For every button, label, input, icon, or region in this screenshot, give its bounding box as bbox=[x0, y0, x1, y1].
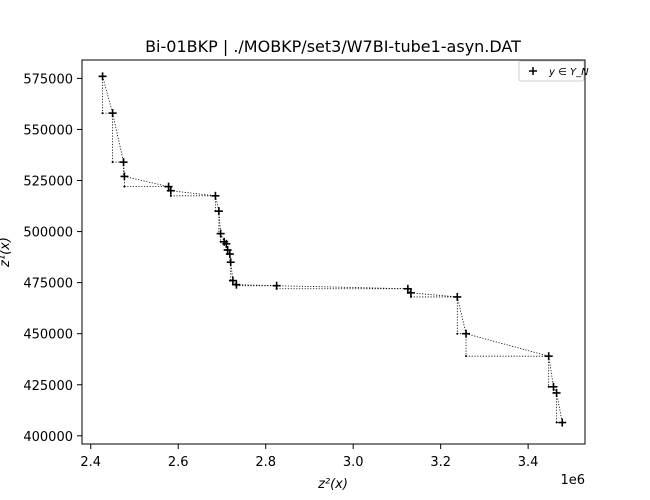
legend-box bbox=[518, 60, 585, 82]
data-point bbox=[558, 418, 567, 427]
plot-area-frame bbox=[81, 59, 586, 445]
y-axis-ticks: 400000 425000 450000 475000 500000 525000 5500… bbox=[23, 72, 82, 445]
connector-corner-dot bbox=[123, 185, 126, 188]
connector-diagonal bbox=[170, 190, 216, 197]
x-tick-label: 3.4 bbox=[518, 455, 539, 470]
connector-lines bbox=[101, 76, 563, 424]
y-tick-label: 525000 bbox=[23, 175, 73, 190]
y-tick-label: 425000 bbox=[23, 379, 73, 394]
data-point bbox=[544, 352, 553, 361]
connector-diagonal bbox=[548, 356, 554, 387]
connector-diagonal bbox=[236, 284, 277, 287]
x-tick-label: 2.8 bbox=[255, 455, 276, 470]
data-point bbox=[119, 158, 128, 167]
connector-corner-dot bbox=[101, 112, 104, 115]
data-point bbox=[214, 207, 223, 216]
data-point bbox=[272, 281, 281, 290]
connector-corner-dot bbox=[111, 161, 114, 164]
legend-marker-plus-icon bbox=[529, 67, 537, 75]
data-point bbox=[164, 182, 173, 191]
data-point bbox=[226, 258, 235, 267]
connector-diagonal bbox=[556, 392, 563, 423]
y-tick-label: 500000 bbox=[23, 226, 73, 241]
data-point bbox=[228, 276, 237, 285]
data-point bbox=[222, 239, 231, 248]
data-point bbox=[223, 245, 232, 254]
data-point bbox=[406, 288, 415, 297]
data-point bbox=[232, 280, 241, 289]
legend-label: y ∈ Y_N bbox=[548, 67, 589, 78]
connector-diagonal bbox=[410, 292, 458, 298]
connector-diagonal bbox=[276, 285, 408, 290]
x-tick-label: 2.4 bbox=[80, 455, 101, 470]
data-point bbox=[108, 109, 117, 118]
y-tick-label: 475000 bbox=[23, 277, 73, 292]
data-point bbox=[211, 191, 220, 200]
connector-diagonal bbox=[102, 76, 114, 114]
connector-corner-dot bbox=[555, 421, 558, 424]
x-tick-label: 2.6 bbox=[168, 455, 189, 470]
data-point bbox=[453, 292, 462, 301]
x-tick-label: 3.0 bbox=[343, 455, 364, 470]
x-axis-label: z²(x) bbox=[317, 477, 348, 492]
data-point bbox=[552, 388, 561, 397]
y-tick-label: 400000 bbox=[23, 430, 73, 445]
data-markers bbox=[98, 72, 567, 427]
connector-diagonal bbox=[465, 333, 549, 357]
data-point bbox=[216, 229, 225, 238]
data-point bbox=[549, 382, 558, 391]
x-axis-multiplier: 1e6 bbox=[560, 473, 585, 488]
connector-corner-dot bbox=[465, 355, 468, 358]
connector-corner-dot bbox=[169, 194, 172, 197]
data-point bbox=[403, 284, 412, 293]
y-tick-label: 575000 bbox=[23, 72, 73, 87]
x-axis-ticks: 2.4 2.6 2.8 3.0 3.2 3.4 bbox=[80, 444, 538, 470]
connector-diagonal bbox=[124, 176, 169, 188]
connector-diagonal bbox=[112, 113, 124, 163]
connector-corner-dot bbox=[547, 385, 550, 388]
data-point bbox=[166, 186, 175, 195]
legend: y ∈ Y_N bbox=[518, 60, 589, 82]
data-point bbox=[225, 250, 234, 259]
data-point bbox=[120, 172, 129, 181]
y-tick-label: 450000 bbox=[23, 328, 73, 343]
data-point bbox=[98, 72, 107, 81]
chart-title: Bi-01BKP | ./MOBKP/set3/W7BI-tube1-asyn.… bbox=[145, 37, 521, 56]
y-axis-label: z¹(x) bbox=[0, 237, 13, 268]
connector-corner-dot bbox=[456, 332, 459, 335]
x-tick-label: 3.2 bbox=[430, 455, 451, 470]
y-tick-label: 550000 bbox=[23, 123, 73, 138]
data-point bbox=[462, 329, 471, 338]
connector-diagonal bbox=[456, 296, 467, 334]
